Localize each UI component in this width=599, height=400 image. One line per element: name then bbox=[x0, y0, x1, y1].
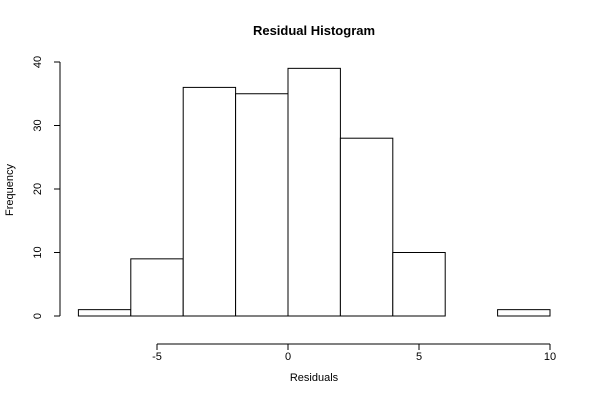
bar bbox=[497, 309, 551, 317]
y-tick-label: 30 bbox=[32, 119, 44, 131]
y-tick-label: 10 bbox=[32, 246, 44, 258]
x-tick-label: 10 bbox=[544, 351, 556, 363]
y-axis-label: Frequency bbox=[4, 164, 16, 216]
bar bbox=[130, 258, 184, 317]
y-tick-label: 40 bbox=[32, 56, 44, 68]
y-tick-label: 0 bbox=[32, 313, 44, 319]
y-tick-label: 20 bbox=[32, 183, 44, 195]
bar bbox=[287, 67, 341, 317]
bar bbox=[182, 86, 237, 317]
chart-title: Residual Histogram bbox=[253, 23, 375, 38]
x-tick-label: -5 bbox=[152, 351, 162, 363]
bar bbox=[235, 93, 289, 317]
x-tick-label: 0 bbox=[285, 351, 291, 363]
bar bbox=[392, 252, 446, 317]
bar bbox=[339, 137, 394, 317]
x-axis-label: Residuals bbox=[290, 372, 339, 384]
bar bbox=[77, 309, 132, 317]
x-tick-label: 5 bbox=[416, 351, 422, 363]
